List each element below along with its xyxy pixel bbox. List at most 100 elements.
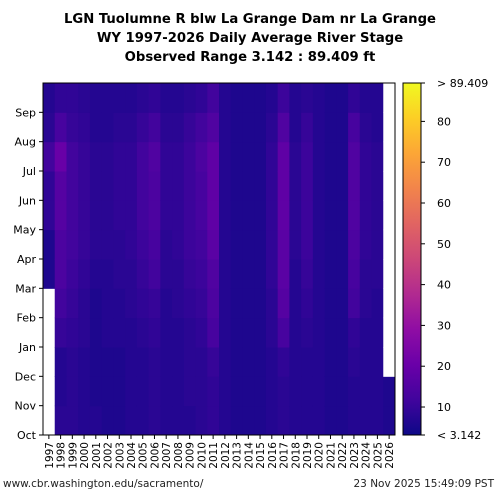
heatmap-cell [359,288,373,319]
heatmap-cell [383,376,396,407]
colorbar-max-label: > 89.409 [437,77,488,90]
heatmap-cell [54,317,67,348]
heatmap-cell [207,83,220,113]
heatmap-cell [336,288,349,319]
heatmap-cell [301,347,314,377]
heatmap-cell [148,83,161,113]
source-url[interactable]: www.cbr.washington.edu/sacramento/ [3,478,204,490]
heatmap-cell [125,288,138,319]
heatmap-cell [125,347,138,377]
heatmap-cell [301,112,314,143]
heatmap-cell [148,229,161,260]
heatmap-cell [148,288,161,319]
y-tick-label: Feb [17,312,36,325]
heatmap-cell [66,259,79,289]
heatmap-cell [172,229,185,260]
heatmap-cell [54,200,67,231]
heatmap-cell [43,259,56,289]
heatmap-cell [242,259,255,289]
heatmap-cell [54,376,67,407]
heatmap-cell [125,83,138,113]
heatmap-cell [277,83,290,113]
heatmap-cell [207,200,220,231]
heatmap-cell [289,347,302,377]
heatmap-cell [54,288,67,319]
heatmap-cell [371,171,384,201]
heatmap-cell [54,229,67,260]
heatmap-cell [383,347,396,377]
colorbar-tick-label: 30 [437,319,451,332]
heatmap-cell [242,229,255,260]
heatmap-cell [136,259,150,289]
heatmap-cell [289,376,302,407]
heatmap-cell [383,83,396,113]
heatmap-cell [78,200,91,231]
heatmap-cell [336,171,349,201]
y-tick-label: Sep [15,106,36,119]
heatmap-cell [172,171,185,201]
heatmap-cell [254,317,267,348]
heatmap-cell [183,376,197,407]
heatmap-cell [183,317,197,348]
heatmap-cell [301,141,314,172]
heatmap-cell [113,259,126,289]
heatmap-cell [148,171,161,201]
heatmap-cell [383,200,396,231]
heatmap-cell [383,317,396,348]
heatmap-cell [101,317,114,348]
heatmap-cell [136,317,150,348]
colorbar-tick-label: 80 [437,115,451,128]
heatmap-cell [78,112,91,143]
heatmap-cell [359,200,373,231]
heatmap-cell [359,347,373,377]
heatmap-cell [148,376,161,407]
heatmap-cell [148,317,161,348]
heatmap-cell [219,347,232,377]
x-tick-label: 2010 [196,442,208,469]
heatmap-cell [43,83,56,113]
colorbar-tick-label: 60 [437,197,451,210]
y-tick-label: Mar [15,282,36,295]
heatmap-cell [148,405,161,436]
heatmap-cell [348,347,361,377]
heatmap-cell [183,141,197,172]
heatmap-cell [136,171,150,201]
heatmap-cell [136,376,150,407]
heatmap-cell [242,171,255,201]
heatmap-cell [219,259,232,289]
heatmap-cell [371,83,384,113]
heatmap-cell [160,259,173,289]
heatmap-cell [125,171,138,201]
heatmap-cell [207,141,220,172]
heatmap-cell [277,288,290,319]
heatmap-cell [89,317,103,348]
heatmap-cell [160,200,173,231]
heatmap-cell [230,347,243,377]
heatmap-cell [371,288,384,319]
heatmap-cell [78,347,91,377]
heatmap-cell [301,317,314,348]
heatmap-cell [113,229,126,260]
heatmap-cell [195,200,208,231]
heatmap-cell [160,229,173,260]
heatmap-cell [277,347,290,377]
heatmap-cell [160,347,173,377]
heatmap-cell [207,376,220,407]
heatmap-cell [125,200,138,231]
x-tick-label: 1998 [56,442,68,469]
heatmap-cell [148,259,161,289]
heatmap-cell [265,83,279,113]
heatmap-cell [113,83,126,113]
heatmap-cell [301,259,314,289]
heatmap-cell [383,112,396,143]
heatmap-cell [289,405,302,436]
heatmap-cell [172,405,185,436]
heatmap-cell [254,347,267,377]
y-tick-label: May [13,224,36,237]
heatmap-cell [172,376,185,407]
x-tick-label: 2009 [185,442,197,469]
heatmap-cell [254,259,267,289]
heatmap-cell [242,288,255,319]
x-tick-label: 2019 [302,442,314,469]
heatmap-cell [101,141,114,172]
